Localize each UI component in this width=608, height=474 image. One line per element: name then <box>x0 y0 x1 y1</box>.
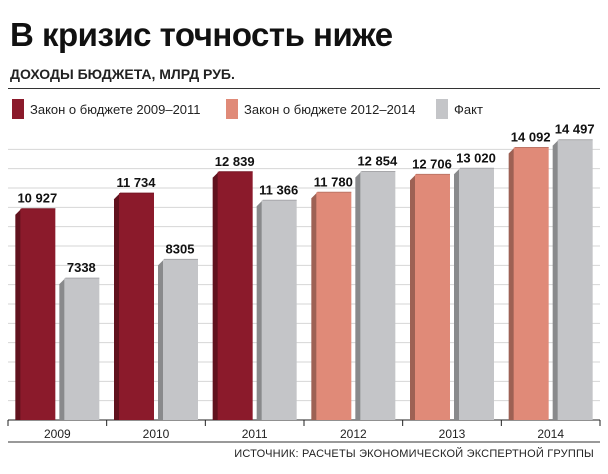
bar-side <box>256 200 263 420</box>
bar-side <box>355 171 362 420</box>
data-label: 14 092 <box>511 130 551 145</box>
legend-swatch-fact <box>436 99 448 119</box>
bar-side <box>158 259 164 420</box>
bar-side <box>59 278 66 420</box>
data-label: 12 854 <box>357 153 398 168</box>
bar-side <box>552 139 559 420</box>
bar-side <box>410 174 416 420</box>
data-label: 7338 <box>67 260 96 275</box>
data-label: 12 839 <box>215 154 255 169</box>
bar <box>459 168 494 420</box>
data-label: 14 497 <box>555 122 595 137</box>
data-label: 8305 <box>166 241 195 256</box>
bar <box>557 139 593 420</box>
chart-title: В кризис точность ниже <box>10 16 393 53</box>
bar <box>163 259 198 420</box>
data-label: 11 780 <box>314 174 353 189</box>
x-tick-label: 2014 <box>537 427 564 441</box>
bar <box>360 171 396 420</box>
legend-label: Закон о бюджете 2012–2014 <box>244 101 416 117</box>
legend-swatch-law-2012-2014 <box>226 99 238 119</box>
source-note: ИСТОЧНИК: РАСЧЕТЫ ЭКОНОМИЧЕСКОЙ ЭКСПЕРТН… <box>234 448 594 460</box>
legend-item-law-2012-2014: Закон о бюджете 2012–2014 <box>226 98 416 120</box>
x-tick-label: 2013 <box>439 427 466 441</box>
bar-side <box>212 171 219 420</box>
bar <box>513 147 549 420</box>
bar-side <box>454 168 460 420</box>
x-tick-label: 2012 <box>340 427 367 441</box>
data-label: 11 734 <box>116 175 156 190</box>
bar <box>20 208 56 420</box>
legend-item-fact: Факт <box>436 98 483 120</box>
bar <box>119 193 154 420</box>
bar-side <box>15 208 22 420</box>
bar <box>316 192 352 420</box>
legend-label: Закон о бюджете 2009–2011 <box>30 101 201 117</box>
legend-label: Факт <box>454 101 483 117</box>
x-tick-label: 2009 <box>44 427 71 441</box>
x-tick-label: 2011 <box>242 427 268 441</box>
bar <box>415 174 450 420</box>
data-label: 11 366 <box>259 182 298 197</box>
bar <box>217 171 253 420</box>
x-tick-label: 2010 <box>143 427 170 441</box>
bar-side <box>311 192 318 420</box>
bar-side <box>508 147 515 420</box>
title-divider <box>8 88 600 89</box>
bar-side <box>114 193 120 420</box>
bar <box>64 278 100 420</box>
bar <box>261 200 297 420</box>
data-label: 13 020 <box>456 150 496 165</box>
legend-swatch-law-2009-2011 <box>12 99 24 119</box>
data-label: 10 927 <box>17 191 57 206</box>
legend-item-law-2009-2011: Закон о бюджете 2009–2011 <box>12 98 201 120</box>
chart-subtitle: ДОХОДЫ БЮДЖЕТА, МЛРД РУБ. <box>10 66 235 82</box>
data-label: 12 706 <box>412 156 452 171</box>
